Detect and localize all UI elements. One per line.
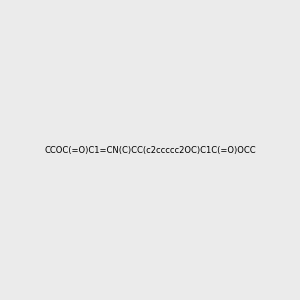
Text: CCOC(=O)C1=CN(C)CC(c2ccccc2OC)C1C(=O)OCC: CCOC(=O)C1=CN(C)CC(c2ccccc2OC)C1C(=O)OCC — [44, 146, 256, 154]
